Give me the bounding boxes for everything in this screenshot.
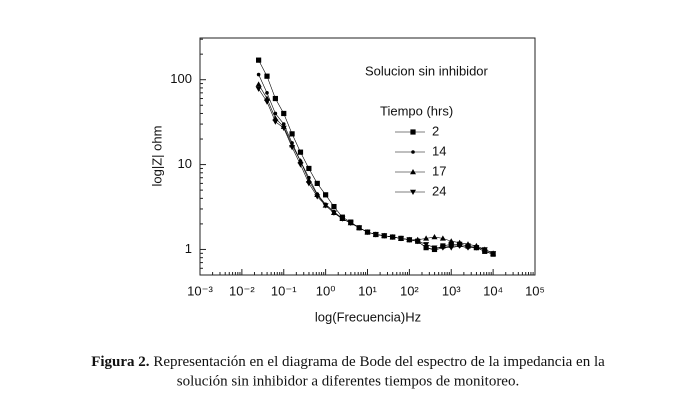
marker (330, 210, 337, 216)
marker (439, 235, 446, 241)
marker (431, 245, 438, 251)
marker (272, 95, 278, 102)
marker (272, 119, 279, 125)
marker (481, 247, 488, 253)
marker (465, 241, 472, 247)
marker (272, 115, 279, 121)
marker (439, 245, 446, 251)
marker (465, 245, 472, 251)
y-tick-label: 10 (178, 156, 192, 171)
marker (347, 220, 354, 226)
caption-label: Figura 2. (91, 354, 150, 370)
marker (431, 234, 438, 240)
marker (423, 235, 430, 241)
x-tick-label: 10⁻¹ (271, 283, 297, 298)
marker (411, 150, 415, 154)
x-tick-label: 10⁻² (229, 283, 255, 298)
marker (410, 189, 416, 195)
marker (281, 110, 287, 117)
caption-text: Representación en el diagrama de Bode de… (153, 354, 605, 370)
marker (414, 239, 421, 245)
marker (406, 237, 413, 243)
legend-label: 14 (432, 143, 446, 158)
marker (314, 194, 321, 200)
marker (356, 225, 363, 231)
marker (323, 192, 329, 198)
series-line (258, 60, 494, 255)
marker (306, 165, 312, 172)
caption-line: Figura 2. Representación en el diagrama … (91, 354, 605, 370)
marker (456, 243, 463, 249)
marker (398, 236, 405, 242)
marker (255, 86, 262, 92)
caption-line: solución sin inhibidor a diferentes tiem… (177, 373, 519, 389)
marker (490, 251, 497, 257)
x-tick-label: 10¹ (358, 283, 377, 298)
series-line (258, 88, 494, 254)
marker (314, 180, 320, 187)
marker (410, 169, 416, 175)
marker (381, 233, 388, 239)
marker (256, 72, 261, 77)
annotation: Solucion sin inhibidor (365, 63, 489, 78)
x-tick-label: 10⁰ (316, 283, 336, 298)
legend-title: Tiempo (hrs) (380, 103, 453, 118)
y-axis-label: log|Z| ohm (149, 126, 164, 187)
marker (289, 131, 295, 137)
marker (448, 238, 455, 244)
legend-label: 17 (432, 163, 446, 178)
marker (331, 203, 337, 210)
x-axis-label: log(Frecuencia)Hz (315, 309, 421, 324)
marker (339, 216, 346, 222)
marker (297, 162, 304, 168)
marker (456, 239, 463, 245)
marker (273, 111, 278, 116)
series-line (258, 84, 494, 254)
marker (305, 181, 312, 187)
marker (364, 229, 371, 236)
marker (289, 145, 296, 151)
marker (448, 245, 455, 251)
series-line (258, 74, 494, 255)
marker (263, 99, 270, 105)
marker (322, 203, 329, 209)
marker (372, 232, 379, 238)
marker (473, 245, 480, 251)
marker (423, 242, 430, 248)
y-tick-label: 1 (185, 241, 192, 256)
marker (410, 129, 416, 135)
legend-label: 2 (432, 123, 439, 138)
marker (280, 125, 287, 131)
marker (297, 149, 304, 155)
marker (256, 57, 262, 63)
x-tick-label: 10² (400, 283, 419, 298)
x-tick-label: 10³ (442, 283, 461, 298)
legend-label: 24 (432, 183, 446, 198)
marker (255, 81, 262, 87)
y-tick-label: 100 (170, 71, 192, 86)
marker (389, 234, 396, 241)
x-tick-label: 10⁻³ (187, 283, 213, 298)
marker (265, 91, 269, 95)
x-tick-label: 10⁵ (525, 283, 545, 298)
x-tick-label: 10⁴ (483, 283, 503, 298)
marker (424, 245, 428, 250)
marker (264, 73, 270, 79)
